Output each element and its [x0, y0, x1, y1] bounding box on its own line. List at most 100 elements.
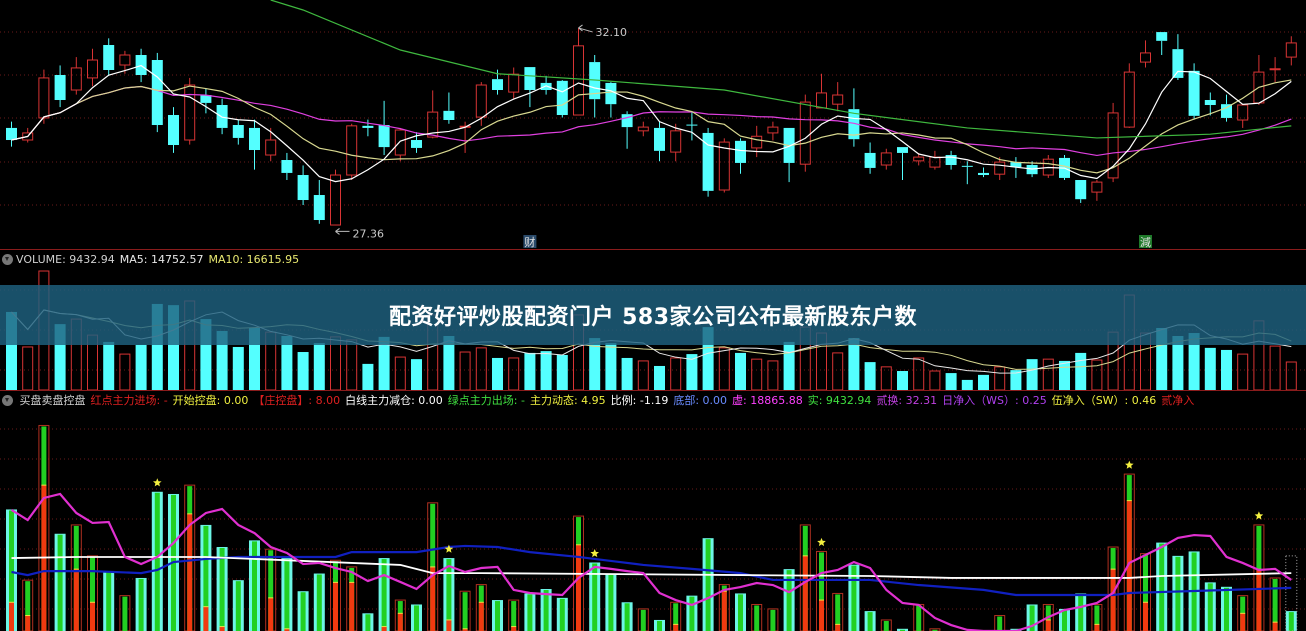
indicator-bar-red-part [9, 602, 14, 631]
candlestick-chart[interactable]: 32.10 27.36 财 減 [0, 0, 1306, 249]
star-icon [590, 549, 599, 558]
headline-banner: 配资好评炒股配资门户 583家公司公布最新股东户数 [0, 285, 1306, 345]
candle [1285, 36, 1297, 66]
indicator-bar-core [997, 616, 1003, 631]
indicator-bar [702, 538, 714, 631]
candle [22, 127, 34, 143]
volume-bar [200, 319, 212, 390]
indicator-bar [832, 592, 844, 631]
candle [978, 167, 989, 178]
candle [492, 69, 503, 95]
indicator-stat: 伍净入（SW）: 0.46 [1051, 394, 1157, 407]
panel-divider [0, 249, 1306, 250]
volume-bar [1042, 358, 1054, 390]
indicator-bar-body [87, 555, 98, 631]
indicator-bar [1253, 524, 1265, 631]
indicator-bar [556, 597, 568, 631]
candle-body [427, 111, 439, 138]
candle [330, 169, 341, 226]
indicator-bar [751, 603, 763, 631]
candle-body [897, 147, 908, 153]
candle [767, 121, 779, 141]
indicator-bar [816, 550, 827, 631]
indicator-bar-core [9, 510, 14, 631]
indicator-bar [22, 579, 34, 631]
indicator-bar-red-part [25, 615, 31, 631]
indicator-bar-red-part [1240, 613, 1246, 631]
candle-body [22, 132, 34, 141]
indicator-bar-core [219, 548, 225, 631]
volume-bar [346, 339, 358, 390]
indicator-bar-body [1237, 595, 1249, 631]
dropdown-circle-icon[interactable] [2, 395, 13, 406]
arrow-icon [335, 228, 350, 235]
candle-body [961, 165, 973, 167]
candle [735, 138, 746, 174]
event-badge-bg [1139, 235, 1152, 248]
candle-body [103, 45, 115, 71]
indicator-bar [249, 540, 260, 631]
indicator-bar [508, 599, 520, 631]
indicator-bar-body [1253, 524, 1265, 631]
candle-body [848, 109, 860, 140]
ma60-line [270, 0, 1292, 139]
indicator-bar-core [138, 578, 144, 631]
indicator-bar [686, 595, 698, 631]
volume-bar [556, 354, 568, 390]
candle-body [475, 84, 487, 118]
indicator-stat: 【庄控盘】: 8.00 [253, 394, 341, 407]
indicator-stat: 日净入（WS）: 0.25 [942, 394, 1047, 407]
indicator-bar [1172, 555, 1184, 631]
indicator-bar-red-part [576, 544, 581, 631]
indicator-stat: 实: 9432.94 [807, 394, 872, 407]
indicator-bar [994, 615, 1006, 631]
indicator-stat: 绿点主力出场: - [447, 394, 525, 407]
volume-bar [443, 335, 455, 390]
volume-bar [135, 344, 147, 390]
indicator-bar-core [689, 596, 695, 631]
indicator-chart[interactable] [0, 410, 1306, 631]
volume-bar [103, 341, 115, 390]
candle [70, 57, 82, 95]
volume-bar [232, 346, 244, 390]
indicator-bar-core [511, 601, 517, 631]
indicator-bar-red-part [802, 555, 808, 631]
indicator-bar [443, 558, 455, 631]
candle-body [54, 75, 66, 101]
indicator-bar-body [70, 524, 82, 631]
indicator-bar-red-part [284, 628, 290, 631]
star-icon [153, 478, 162, 487]
candle [508, 67, 520, 99]
high-price-label: 32.10 [596, 26, 628, 39]
indicator-bar [119, 595, 131, 631]
indicator-bar [346, 566, 358, 631]
volume-bar [1156, 327, 1168, 390]
candle-body [313, 195, 325, 221]
candle-body [38, 77, 50, 119]
event-badge[interactable]: 财 [523, 235, 537, 249]
candle-body [378, 125, 390, 148]
indicator-bar-core [57, 534, 63, 631]
event-badge[interactable]: 減 [1139, 235, 1152, 249]
candle [848, 88, 860, 147]
candle-body [200, 95, 212, 103]
indicator-bar [767, 608, 779, 631]
candle [313, 180, 325, 224]
indicator-bar [1237, 595, 1249, 631]
candle [637, 121, 649, 137]
dropdown-circle-icon[interactable] [2, 254, 13, 265]
candle [151, 52, 163, 133]
indicator-bar [427, 502, 439, 631]
candle-body [945, 155, 957, 166]
volume-bar [945, 373, 957, 390]
volume-bar [54, 324, 66, 390]
candle-body [880, 152, 892, 166]
volume-bar [1204, 347, 1216, 390]
volume-bar [492, 357, 503, 390]
volume-bar [6, 311, 17, 390]
headline-title: 配资好评炒股配资门户 583家公司公布最新股东户数 [388, 305, 918, 330]
indicator-bar-core [462, 592, 468, 631]
indicator-bar-core [25, 581, 31, 631]
volume-bar [394, 356, 406, 390]
event-badge-bg [523, 235, 537, 248]
